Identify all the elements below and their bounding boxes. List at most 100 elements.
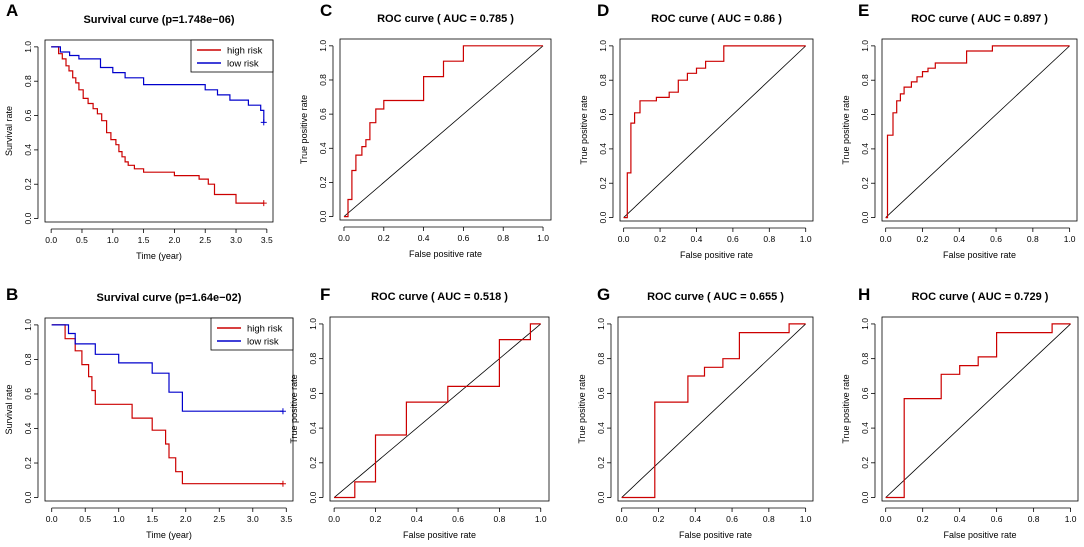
x-tick-label: 0.8 [1028, 514, 1040, 524]
x-tick-label: 0.4 [691, 234, 703, 244]
plot-frame [44, 39, 274, 223]
panel-letter: D [597, 1, 609, 20]
x-tick-label: 0.4 [418, 233, 430, 243]
reference-diagonal [623, 45, 806, 218]
panel-g: G ROC curve ( AUC = 0.655 ) 0.0 0.2 0.4 0.6 0.… [577, 285, 814, 540]
plot-frame [619, 38, 814, 222]
x-tick-label: 0.2 [917, 514, 929, 524]
x-tick-label: 0.6 [452, 514, 464, 524]
chart-title: ROC curve ( AUC = 0.785 ) [377, 13, 514, 25]
y-tick-label: 0.0 [308, 491, 318, 503]
y-tick-label: 0.8 [598, 74, 608, 86]
censor-mark [279, 408, 286, 415]
y-tick-label: 0.6 [596, 387, 606, 399]
legend: high risk low risk [210, 317, 294, 351]
y-tick-label: 0.4 [598, 143, 608, 155]
x-axis-label: False positive rate [679, 530, 752, 540]
y-axis-label: True positive rate [841, 374, 851, 443]
y-axis-label: True positive rate [289, 374, 299, 443]
x-tick-label: 1.0 [113, 514, 125, 524]
x-tick-label: 0.0 [45, 235, 57, 245]
x-tick-label: 2.5 [199, 235, 211, 245]
y-tick-label: 0.6 [23, 388, 33, 400]
chart-title: ROC curve ( AUC = 0.729 ) [912, 291, 1049, 303]
y-tick-label: 0.2 [598, 177, 608, 189]
plot-frame [329, 316, 550, 502]
y-tick-label: 0.6 [308, 387, 318, 399]
roc-curve [885, 323, 1071, 499]
plot-frame [881, 316, 1079, 502]
y-tick-label: 0.6 [860, 387, 870, 399]
panel-letter: F [320, 285, 330, 304]
x-tick-label: 0.6 [726, 514, 738, 524]
x-tick-label: 0.6 [991, 514, 1003, 524]
y-tick-label: 0.4 [596, 422, 606, 434]
y-tick-label: 0.0 [598, 211, 608, 223]
x-tick-label: 0.0 [328, 514, 340, 524]
plot-frame [881, 38, 1078, 222]
y-tick-label: 0.0 [318, 210, 328, 222]
x-tick-label: 0.2 [378, 233, 390, 243]
y-axis-label: True positive rate [577, 374, 587, 443]
x-tick-label: 0.2 [917, 234, 929, 244]
x-tick-label: 0.8 [494, 514, 506, 524]
y-tick-label: 0.2 [308, 457, 318, 469]
panel-letter: B [6, 285, 18, 304]
x-tick-label: 0.6 [458, 233, 470, 243]
x-axis-label: False positive rate [680, 250, 753, 260]
panel-a: A Survival curve (p=1.748e−06) 0.0 0.5 1.0 1.… [4, 1, 274, 261]
legend-entry: high risk [227, 46, 263, 57]
y-tick-label: 0.2 [596, 457, 606, 469]
y-tick-label: 1.0 [598, 40, 608, 52]
panel-b: B Survival curve (p=1.64e−02) 0.0 0.5 1.0 1.5… [4, 285, 294, 540]
x-tick-label: 0.4 [689, 514, 701, 524]
x-tick-label: 1.0 [800, 514, 812, 524]
legend-box [210, 317, 294, 351]
y-tick-label: 0.8 [860, 352, 870, 364]
x-tick-label: 0.4 [953, 234, 965, 244]
roc-curve [623, 45, 806, 219]
roc-curve [344, 45, 543, 218]
legend: high risk low risk [190, 39, 274, 73]
x-tick-label: 1.0 [800, 234, 812, 244]
x-axis-label: False positive rate [409, 249, 482, 259]
x-tick-label: 0.5 [79, 514, 91, 524]
x-tick-label: 1.0 [107, 235, 119, 245]
x-tick-label: 0.0 [46, 514, 58, 524]
y-tick-label: 0.0 [23, 491, 33, 503]
y-tick-label: 0.4 [860, 143, 870, 155]
y-axis-label: True positive rate [841, 95, 851, 164]
x-tick-label: 0.6 [727, 234, 739, 244]
plot-frame [339, 38, 552, 221]
x-axis-label: False positive rate [403, 530, 476, 540]
reference-diagonal [343, 45, 544, 217]
chart-title: ROC curve ( AUC = 0.518 ) [371, 291, 508, 303]
roc-curve [621, 323, 806, 499]
x-axis-label: False positive rate [943, 250, 1016, 260]
x-tick-label: 2.0 [180, 514, 192, 524]
x-tick-label: 2.0 [168, 235, 180, 245]
panel-letter: C [320, 1, 332, 20]
km-curve-high-risk [51, 324, 283, 485]
y-tick-label: 1.0 [860, 40, 870, 52]
reference-diagonal [333, 323, 541, 498]
censor-mark [260, 200, 267, 207]
y-tick-label: 0.4 [23, 144, 33, 156]
plot-frame [617, 316, 814, 502]
y-tick-label: 1.0 [308, 318, 318, 330]
x-tick-label: 0.8 [1027, 234, 1039, 244]
y-axis-label: True positive rate [299, 95, 309, 164]
y-tick-label: 0.0 [860, 211, 870, 223]
y-tick-label: 0.6 [318, 108, 328, 120]
x-tick-label: 0.2 [653, 514, 665, 524]
y-tick-label: 0.8 [23, 75, 33, 87]
panel-d: D ROC curve ( AUC = 0.86 ) 0.0 0.2 0.4 0.6 0.8… [579, 1, 814, 260]
chart-title: Survival curve (p=1.64e−02) [97, 292, 242, 304]
legend-entry: low risk [247, 337, 279, 348]
km-curve-low-risk [51, 324, 283, 412]
y-tick-label: 0.2 [23, 178, 33, 190]
y-tick-label: 1.0 [860, 318, 870, 330]
legend-entry: low risk [227, 59, 259, 70]
chart-title: ROC curve ( AUC = 0.655 ) [647, 291, 784, 303]
y-tick-label: 0.6 [23, 109, 33, 121]
